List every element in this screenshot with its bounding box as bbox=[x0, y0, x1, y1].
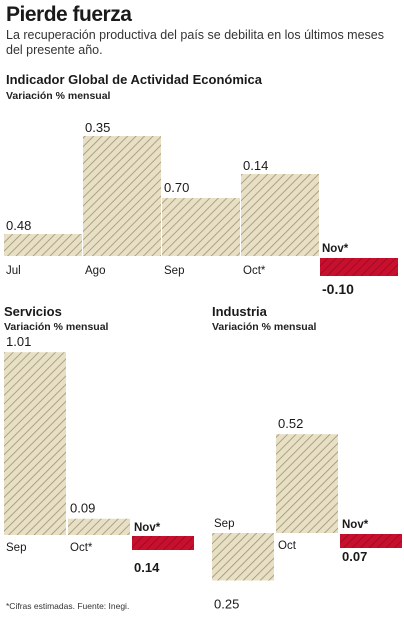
value-label-industria-0: 0.25 bbox=[214, 597, 239, 612]
bar-servicios-0 bbox=[4, 352, 66, 535]
value-label-igae-1: 0.35 bbox=[85, 120, 110, 135]
chart-title-industria: Industria bbox=[212, 304, 267, 319]
bar-igae-4 bbox=[320, 258, 398, 276]
value-label-servicios-0: 1.01 bbox=[6, 334, 31, 349]
chart-subtitle-industria: Variación % mensual bbox=[212, 321, 317, 333]
category-label-servicios-1: Oct* bbox=[70, 542, 93, 554]
category-label-igae-1: Ago bbox=[85, 265, 105, 277]
bar-igae-2 bbox=[162, 198, 240, 256]
category-label-igae-4: Nov* bbox=[322, 243, 349, 255]
value-label-igae-3: 0.14 bbox=[243, 158, 268, 173]
value-label-igae-2: 0.70 bbox=[164, 180, 189, 195]
category-label-igae-3: Oct* bbox=[243, 265, 266, 277]
bar-igae-3 bbox=[241, 174, 319, 256]
chart-title-servicios: Servicios bbox=[4, 304, 62, 319]
bar-industria-0 bbox=[212, 533, 274, 581]
category-label-industria-2: Nov* bbox=[342, 519, 369, 531]
bar-servicios-2 bbox=[132, 536, 194, 550]
bar-industria-1 bbox=[276, 434, 338, 533]
bar-servicios-1 bbox=[68, 518, 130, 535]
category-label-igae-2: Sep bbox=[164, 265, 184, 277]
value-label-servicios-1: 0.09 bbox=[70, 501, 95, 516]
bar-igae-1 bbox=[83, 136, 161, 256]
chart-subtitle-servicios: Variación % mensual bbox=[4, 321, 109, 333]
category-label-servicios-2: Nov* bbox=[134, 522, 161, 534]
chart-subtitle-igae: Variación % mensual bbox=[6, 90, 111, 102]
footnote: *Cifras estimadas. Fuente: Inegi. bbox=[6, 601, 130, 611]
value-label-industria-2: 0.07 bbox=[342, 549, 367, 564]
chart-title-igae: Indicador Global de Actividad Económica bbox=[6, 72, 262, 87]
page-subtitle: La recuperación productiva del país se d… bbox=[6, 28, 384, 57]
page-title: Pierde fuerza bbox=[6, 3, 132, 26]
category-label-industria-0: Sep bbox=[214, 518, 234, 530]
category-label-servicios-0: Sep bbox=[6, 542, 26, 554]
bar-igae-0 bbox=[4, 234, 82, 256]
category-label-industria-1: Oct bbox=[278, 540, 297, 552]
value-label-industria-1: 0.52 bbox=[278, 416, 303, 431]
value-label-igae-0: 0.48 bbox=[6, 218, 31, 233]
value-label-servicios-2: 0.14 bbox=[134, 560, 160, 575]
category-label-igae-0: Jul bbox=[6, 265, 21, 277]
bar-industria-2 bbox=[340, 534, 402, 548]
value-label-igae-4: -0.10 bbox=[322, 281, 354, 297]
